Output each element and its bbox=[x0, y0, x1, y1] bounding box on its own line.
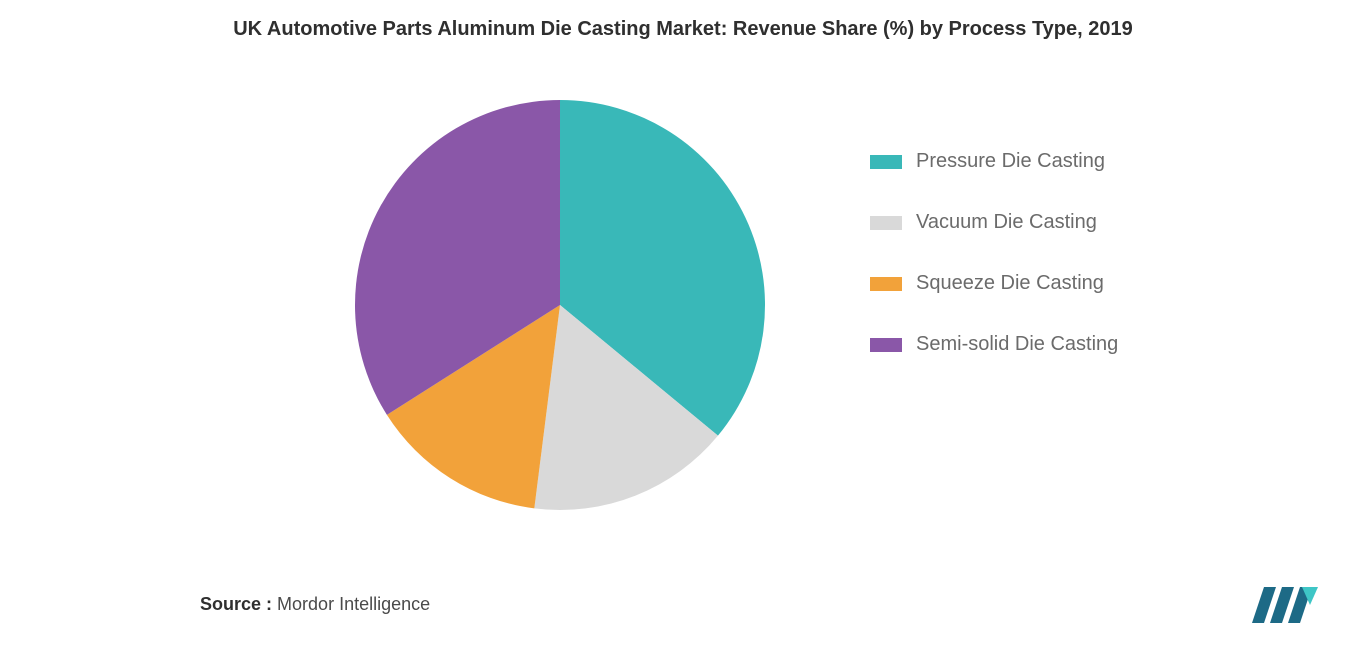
legend-swatch bbox=[870, 216, 902, 230]
chart-title: UK Automotive Parts Aluminum Die Casting… bbox=[0, 18, 1366, 41]
legend-swatch bbox=[870, 338, 902, 352]
pie-chart bbox=[350, 95, 770, 515]
legend-item: Semi-solid Die Casting bbox=[870, 333, 1118, 356]
legend-label: Vacuum Die Casting bbox=[916, 211, 1097, 234]
chart-canvas: UK Automotive Parts Aluminum Die Casting… bbox=[0, 0, 1366, 655]
legend-item: Vacuum Die Casting bbox=[870, 211, 1118, 234]
legend-label: Pressure Die Casting bbox=[916, 150, 1105, 173]
source-label: Source : bbox=[200, 594, 272, 614]
brand-logo bbox=[1248, 579, 1328, 633]
legend-swatch bbox=[870, 277, 902, 291]
legend-label: Semi-solid Die Casting bbox=[916, 333, 1118, 356]
source-line: Source : Mordor Intelligence bbox=[200, 594, 430, 615]
legend-item: Squeeze Die Casting bbox=[870, 272, 1118, 295]
legend-label: Squeeze Die Casting bbox=[916, 272, 1104, 295]
legend-swatch bbox=[870, 155, 902, 169]
source-value: Mordor Intelligence bbox=[277, 594, 430, 614]
legend-item: Pressure Die Casting bbox=[870, 150, 1118, 173]
legend: Pressure Die Casting Vacuum Die Casting Sq… bbox=[870, 150, 1118, 356]
